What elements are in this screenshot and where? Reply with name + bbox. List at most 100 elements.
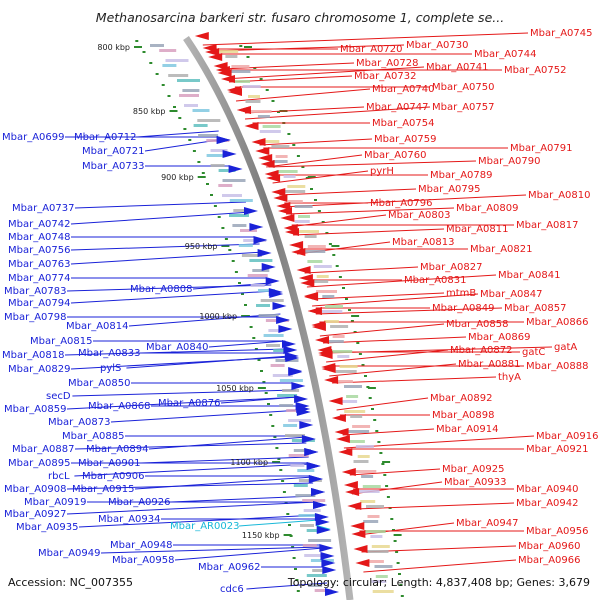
right-gene-label[interactable]: Mbar_A0744 [474, 49, 537, 60]
left-gene-label[interactable]: Mbar_A0763 [8, 259, 71, 270]
left-gene-label[interactable]: Mbar_A0885 [62, 431, 125, 442]
right-gene-label[interactable]: Mbar_A0745 [530, 28, 593, 39]
left-gene-label[interactable]: Mbar_A0840 [146, 342, 209, 353]
left-gene-label[interactable]: Mbar_A0868 [88, 401, 151, 412]
left-gene-label[interactable]: Mbar_A0794 [8, 298, 71, 309]
right-gene-label[interactable]: Mbar_A0760 [364, 150, 427, 161]
right-gene-label[interactable]: Mbar_A0759 [374, 134, 437, 145]
right-gene-label[interactable]: Mbar_A0747 [366, 102, 429, 113]
left-gene-label[interactable]: Mbar_A0818 [2, 350, 65, 361]
right-gene-label[interactable]: Mbar_A0940 [516, 484, 579, 495]
right-gene-label[interactable]: Mbar_A0847 [480, 289, 543, 300]
right-gene-label[interactable]: Mbar_A0821 [470, 244, 533, 255]
left-gene-label[interactable]: rbcL [48, 471, 70, 482]
left-gene-label[interactable]: Mbar_A0919 [24, 497, 87, 508]
right-gene-label[interactable]: Mbar_A0866 [526, 317, 589, 328]
right-gene-label[interactable]: Mbar_A0827 [420, 262, 483, 273]
right-gene-label[interactable]: Mbar_A0960 [518, 541, 581, 552]
right-gene-label[interactable]: Mbar_A0831 [404, 275, 467, 286]
right-gene-label[interactable]: Mbar_A0942 [516, 498, 579, 509]
left-gene-label[interactable]: Mbar_A0908 [4, 484, 67, 495]
right-gene-label[interactable]: Mbar_A0857 [504, 303, 567, 314]
right-gene-label[interactable]: Mbar_A0740 [372, 84, 435, 95]
right-gene-label[interactable]: Mbar_A0849 [432, 303, 495, 314]
left-gene-label[interactable]: Mbar_A0948 [110, 540, 173, 551]
right-gene-label[interactable]: Mbar_A0921 [526, 444, 589, 455]
left-gene-label[interactable]: Mbar_A0859 [4, 404, 67, 415]
right-gene-label[interactable]: Mbar_A0811 [446, 224, 509, 235]
left-gene-label[interactable]: Mbar_A0926 [108, 497, 171, 508]
right-gene-label[interactable]: Mbar_A0730 [406, 40, 469, 51]
right-gene-label[interactable]: Mbar_A0752 [504, 65, 567, 76]
left-gene-label[interactable]: cdc6 [220, 584, 244, 595]
left-gene-label[interactable]: Mbar_A0850 [68, 378, 131, 389]
left-gene-label[interactable]: Mbar_A0833 [78, 348, 141, 359]
right-gene-label[interactable]: Mbar_A0872 [450, 345, 513, 356]
right-gene-label[interactable]: mtmB [446, 288, 476, 299]
right-gene-label[interactable]: Mbar_A0789 [430, 170, 493, 181]
left-gene-label[interactable]: Mbar_A0915 [72, 484, 135, 495]
left-gene-label[interactable]: Mbar_A0814 [66, 321, 129, 332]
left-gene-label[interactable]: Mbar_A0699 [2, 132, 65, 143]
right-gene-label[interactable]: Mbar_A0750 [432, 82, 495, 93]
left-gene-label[interactable]: Mbar_A0901 [78, 458, 141, 469]
right-gene-label[interactable]: Mbar_A0869 [468, 332, 531, 343]
right-gene-label[interactable]: Mbar_A0754 [372, 118, 435, 129]
left-gene-label[interactable]: secD [46, 391, 71, 402]
left-gene-label[interactable]: Mbar_A0808 [130, 284, 193, 295]
right-gene-label[interactable]: Mbar_A0732 [354, 71, 417, 82]
left-gene-label[interactable]: Mbar_A0712 [74, 132, 137, 143]
left-gene-label[interactable]: Mbar_A0895 [8, 458, 71, 469]
right-gene-label[interactable]: Mbar_A0881 [458, 359, 521, 370]
right-gene-label[interactable]: Mbar_A0966 [518, 555, 581, 566]
right-gene-label[interactable]: Mbar_A0728 [356, 58, 419, 69]
right-gene-label[interactable]: thyA [498, 372, 521, 383]
left-gene-label[interactable]: Mbar_A0829 [8, 364, 71, 375]
right-gene-label[interactable]: Mbar_A0757 [432, 102, 495, 113]
left-gene-label[interactable]: Mbar_A0949 [38, 548, 101, 559]
right-gene-label[interactable]: Mbar_A0892 [430, 393, 493, 404]
right-gene-label[interactable]: Mbar_A0720 [340, 44, 403, 55]
right-gene-label[interactable]: Mbar_A0790 [478, 156, 541, 167]
right-gene-label[interactable]: Mbar_A0796 [370, 198, 433, 209]
right-gene-label[interactable]: Mbar_A0916 [536, 431, 599, 442]
right-gene-label[interactable]: Mbar_A0741 [426, 62, 489, 73]
left-gene-label[interactable]: Mbar_A0733 [82, 161, 145, 172]
left-gene-label[interactable]: Mbar_A0894 [86, 444, 149, 455]
right-gene-label[interactable]: pyrH [370, 166, 394, 177]
right-gene-label[interactable]: Mbar_A0914 [436, 424, 499, 435]
left-gene-label[interactable]: Mbar_A0756 [8, 245, 71, 256]
right-gene-label[interactable]: Mbar_A0858 [446, 319, 509, 330]
left-gene-label[interactable]: Mbar_A0737 [12, 203, 75, 214]
left-gene-label[interactable]: Mbar_A0962 [198, 562, 261, 573]
left-gene-label[interactable]: Mbar_A0783 [4, 286, 67, 297]
right-gene-label[interactable]: Mbar_A0813 [392, 237, 455, 248]
right-gene-label[interactable]: Mbar_A0933 [444, 477, 507, 488]
left-gene-label[interactable]: Mbar_A0906 [82, 471, 145, 482]
left-gene-label[interactable]: Mbar_A0742 [8, 219, 71, 230]
left-gene-label[interactable]: Mbar_A0721 [82, 146, 145, 157]
left-gene-label[interactable]: Mbar_A0815 [30, 336, 93, 347]
left-gene-label[interactable]: pylS [100, 363, 121, 374]
right-gene-label[interactable]: Mbar_A0817 [516, 220, 579, 231]
left-gene-label[interactable]: Mbar_A0935 [16, 522, 79, 533]
right-gene-label[interactable]: Mbar_A0803 [388, 210, 451, 221]
right-gene-label[interactable]: Mbar_A0898 [432, 410, 495, 421]
left-gene-label[interactable]: Mbar_A0798 [4, 312, 67, 323]
left-gene-label[interactable]: Mbar_A0927 [4, 509, 67, 520]
right-gene-label[interactable]: Mbar_A0925 [442, 464, 505, 475]
left-gene-label[interactable]: Mbar_A0958 [112, 555, 175, 566]
left-gene-label[interactable]: Mbar_A0876 [158, 398, 221, 409]
left-gene-label[interactable]: Mbar_A0873 [48, 417, 111, 428]
left-gene-label[interactable]: Mbar_A0887 [12, 444, 75, 455]
right-gene-label[interactable]: gatA [554, 342, 577, 353]
left-gene-label[interactable]: Mbar_A0934 [98, 514, 161, 525]
right-gene-label[interactable]: Mbar_A0888 [526, 361, 589, 372]
right-gene-label[interactable]: Mbar_A0947 [456, 518, 519, 529]
left-gene-label[interactable]: Mbar_A0748 [8, 232, 71, 243]
right-gene-label[interactable]: Mbar_A0809 [456, 203, 519, 214]
right-gene-label[interactable]: Mbar_A0956 [526, 526, 589, 537]
right-gene-label[interactable]: Mbar_A0795 [418, 184, 481, 195]
right-gene-label[interactable]: gatC [522, 347, 545, 358]
right-gene-label[interactable]: Mbar_A0791 [510, 143, 573, 154]
